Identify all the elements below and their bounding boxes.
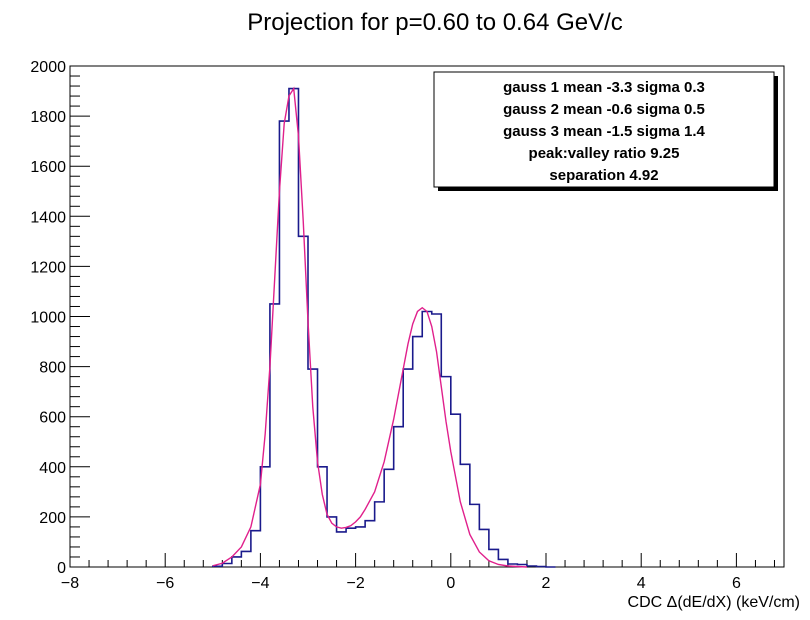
- stats-legend-box: gauss 1 mean -3.3 sigma 0.3 gauss 2 mean…: [433, 71, 778, 191]
- y-tick-label: 1200: [30, 259, 66, 276]
- y-tick-label: 0: [57, 560, 66, 577]
- x-tick-label: −4: [251, 575, 269, 592]
- legend-line-4: peak:valley ratio 9.25: [529, 145, 680, 162]
- legend-line-3: gauss 3 mean -1.5 sigma 1.4: [503, 123, 705, 140]
- x-axis-tick-labels: −8 −6 −4 −2 0 2 4 6: [61, 575, 741, 592]
- x-tick-label: 0: [446, 575, 455, 592]
- x-tick-label: 4: [637, 575, 646, 592]
- y-tick-label: 1800: [30, 109, 66, 126]
- y-tick-label: 200: [39, 510, 66, 527]
- fit-curve-series: [212, 86, 527, 568]
- x-axis-label: CDC Δ(dE/dX) (keV/cm): [628, 594, 800, 611]
- y-tick-label: 1600: [30, 159, 66, 176]
- x-tick-label: 6: [732, 575, 741, 592]
- y-tick-label: 400: [39, 460, 66, 477]
- legend-frame: [433, 71, 775, 188]
- y-axis-tick-labels: 0 200 400 600 800 1000 1200 1400 1600 1800 2000: [30, 59, 66, 577]
- y-axis-ticks: [70, 65, 90, 568]
- legend-line-5: separation 4.92: [549, 167, 658, 184]
- legend-line-1: gauss 1 mean -3.3 sigma 0.3: [503, 79, 705, 96]
- y-tick-label: 1400: [30, 209, 66, 226]
- x-tick-label: −6: [156, 575, 174, 592]
- y-tick-label: 600: [39, 410, 66, 427]
- x-tick-label: −2: [346, 575, 364, 592]
- histogram-series: [212, 87, 556, 568]
- chart-title: Projection for p=0.60 to 0.64 GeV/c: [247, 9, 623, 36]
- x-axis-ticks: [69, 553, 775, 567]
- x-tick-label: 2: [542, 575, 551, 592]
- y-tick-label: 800: [39, 360, 66, 377]
- y-tick-label: 2000: [30, 59, 66, 76]
- legend-line-2: gauss 2 mean -0.6 sigma 0.5: [503, 101, 705, 118]
- x-tick-label: −8: [61, 575, 79, 592]
- y-tick-label: 1000: [30, 310, 66, 327]
